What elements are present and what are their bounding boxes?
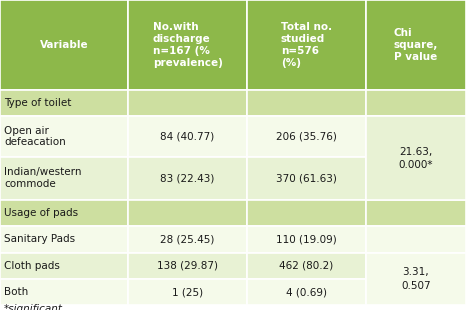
Bar: [366, 279, 466, 305]
Bar: [247, 253, 366, 279]
Bar: [366, 200, 466, 226]
Text: Variable: Variable: [40, 40, 89, 50]
Bar: [247, 116, 366, 157]
Bar: [0, 200, 128, 226]
Bar: [366, 116, 466, 200]
Bar: [0, 0, 128, 90]
Text: 28 (25.45): 28 (25.45): [160, 234, 215, 245]
Bar: [247, 157, 366, 200]
Text: 370 (61.63): 370 (61.63): [276, 173, 337, 183]
Text: 21.63,
0.000*: 21.63, 0.000*: [398, 147, 433, 170]
Bar: [366, 0, 466, 90]
Bar: [366, 157, 466, 200]
Bar: [128, 0, 247, 90]
Bar: [247, 200, 366, 226]
Bar: [128, 279, 247, 305]
Text: Total no.
studied
n=576
(%): Total no. studied n=576 (%): [281, 22, 332, 68]
Bar: [128, 90, 247, 116]
Bar: [366, 253, 466, 279]
Text: Both: Both: [4, 287, 28, 297]
Text: 110 (19.09): 110 (19.09): [276, 234, 337, 245]
Text: Indian/western
commode: Indian/western commode: [4, 167, 82, 189]
Text: 462 (80.2): 462 (80.2): [279, 261, 334, 271]
Bar: [128, 157, 247, 200]
Bar: [247, 226, 366, 253]
Text: 206 (35.76): 206 (35.76): [276, 131, 337, 141]
Bar: [0, 90, 128, 116]
Text: 83 (22.43): 83 (22.43): [160, 173, 215, 183]
Bar: [128, 253, 247, 279]
Bar: [0, 279, 128, 305]
Bar: [366, 90, 466, 116]
Bar: [366, 116, 466, 157]
Text: Cloth pads: Cloth pads: [4, 261, 60, 271]
Text: 84 (40.77): 84 (40.77): [160, 131, 215, 141]
Bar: [247, 279, 366, 305]
Bar: [128, 116, 247, 157]
Bar: [247, 0, 366, 90]
Text: 4 (0.69): 4 (0.69): [286, 287, 327, 297]
Bar: [0, 157, 128, 200]
Text: *significant: *significant: [4, 304, 63, 310]
Bar: [128, 226, 247, 253]
Text: Open air
defeacation: Open air defeacation: [4, 126, 66, 147]
Text: Sanitary Pads: Sanitary Pads: [4, 234, 75, 245]
Text: No.with
discharge
n=167 (%
prevalence): No.with discharge n=167 (% prevalence): [153, 22, 222, 68]
Text: 1 (25): 1 (25): [172, 287, 203, 297]
Bar: [247, 90, 366, 116]
Bar: [366, 226, 466, 253]
Text: Chi
square,
P value: Chi square, P value: [394, 28, 438, 62]
Bar: [366, 253, 466, 305]
Text: 138 (29.87): 138 (29.87): [157, 261, 218, 271]
Bar: [0, 226, 128, 253]
Bar: [0, 253, 128, 279]
Text: 3.31,
0.507: 3.31, 0.507: [401, 268, 431, 290]
Text: Type of toilet: Type of toilet: [4, 98, 71, 108]
Text: Usage of pads: Usage of pads: [4, 208, 78, 218]
Bar: [128, 200, 247, 226]
Bar: [0, 116, 128, 157]
